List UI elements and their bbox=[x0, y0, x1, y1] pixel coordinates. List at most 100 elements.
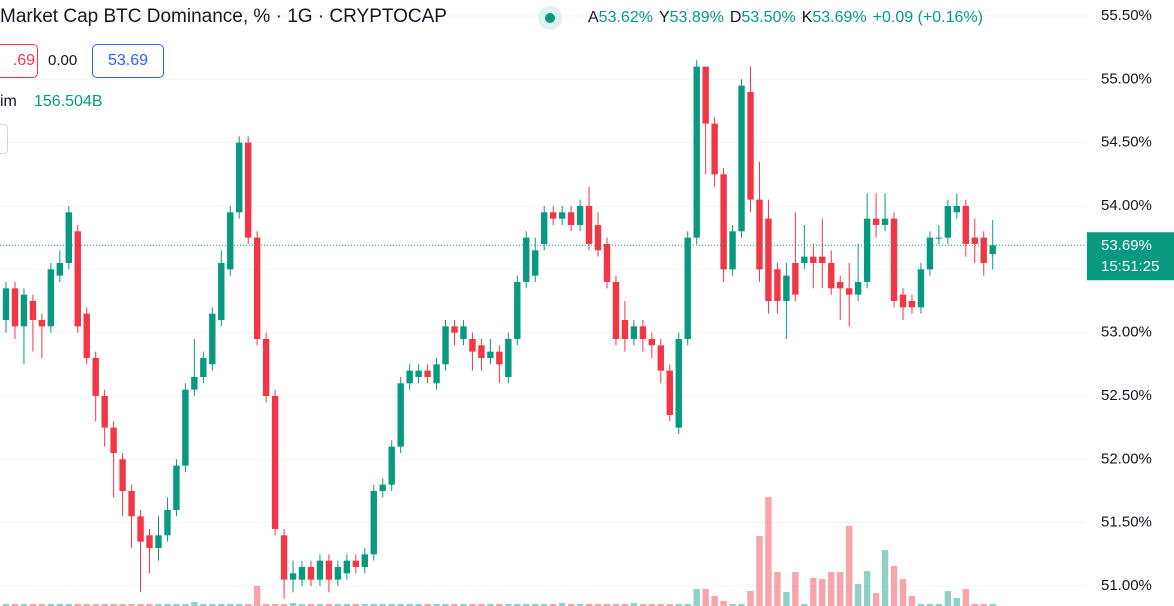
candle-body bbox=[460, 326, 467, 339]
volume-bar bbox=[262, 604, 270, 606]
candle-body bbox=[442, 326, 449, 365]
volume-bar bbox=[549, 604, 557, 606]
candle-body bbox=[612, 281, 620, 339]
volume-bar bbox=[289, 603, 297, 606]
volume-bar bbox=[980, 604, 987, 606]
candle-body bbox=[720, 174, 727, 270]
volume-bar bbox=[783, 592, 790, 606]
volume-bar bbox=[173, 604, 180, 606]
countdown-label: 15:51:25 bbox=[1101, 258, 1159, 275]
candle-body bbox=[298, 566, 306, 580]
candle-body bbox=[56, 262, 64, 276]
candle-body bbox=[944, 205, 952, 238]
candle-body bbox=[262, 338, 270, 396]
volume-bar bbox=[603, 604, 611, 606]
volume-bar bbox=[280, 604, 288, 606]
candle-body bbox=[567, 212, 575, 225]
candle-body bbox=[487, 351, 494, 358]
candle-body bbox=[863, 218, 871, 282]
volume-bar bbox=[532, 604, 539, 606]
candle-body bbox=[209, 313, 216, 365]
y-tick-label: 53.00% bbox=[1101, 324, 1152, 341]
candle-body bbox=[585, 205, 593, 244]
volume-bar bbox=[227, 604, 234, 606]
volume-bar bbox=[621, 604, 629, 606]
volume-bar bbox=[630, 603, 638, 606]
candle-body bbox=[890, 218, 898, 301]
volume-bar bbox=[388, 604, 395, 606]
candle-body bbox=[370, 490, 377, 555]
sell-box[interactable]: .69 bbox=[0, 44, 38, 78]
candle-body bbox=[101, 395, 108, 428]
legend-text: D bbox=[729, 9, 742, 26]
candle-body bbox=[693, 66, 700, 238]
volume-bar bbox=[845, 526, 853, 606]
candle-body bbox=[424, 370, 431, 377]
volume-bar bbox=[756, 536, 763, 606]
candle-body bbox=[962, 205, 969, 244]
y-tick-label: 52.00% bbox=[1101, 450, 1152, 467]
volume-bar bbox=[92, 604, 99, 606]
volume-bar bbox=[370, 604, 377, 606]
volume-bar bbox=[765, 497, 772, 606]
volume-bar bbox=[379, 604, 386, 606]
candle-body bbox=[594, 224, 602, 251]
volume-bar bbox=[406, 604, 413, 606]
volume-bar bbox=[209, 604, 216, 606]
volume-bar bbox=[774, 572, 781, 606]
candle-body bbox=[738, 85, 745, 232]
volume-bar bbox=[854, 584, 862, 606]
collapse-button[interactable] bbox=[0, 124, 8, 154]
candle-body bbox=[433, 364, 440, 384]
volume-bar bbox=[747, 591, 754, 606]
candle-body bbox=[173, 465, 180, 510]
candle-body bbox=[971, 237, 978, 244]
volume-bar bbox=[666, 604, 673, 606]
volume-bar bbox=[819, 579, 826, 606]
volume-bar bbox=[316, 604, 324, 606]
volume-bar bbox=[890, 566, 898, 606]
y-tick-label: 52.50% bbox=[1101, 387, 1152, 404]
candle-body bbox=[38, 319, 46, 327]
candle-body bbox=[603, 243, 611, 282]
legend-text: 53.62% bbox=[598, 9, 653, 26]
candle-body bbox=[415, 370, 422, 377]
candle-body bbox=[155, 535, 162, 548]
candle-body bbox=[549, 212, 557, 219]
candle-body bbox=[74, 231, 81, 327]
candle-body bbox=[182, 389, 189, 466]
candle-body bbox=[227, 212, 234, 270]
candle-body bbox=[83, 313, 90, 358]
volume-bar bbox=[514, 604, 521, 606]
legend-text: A bbox=[588, 9, 599, 26]
candle-body bbox=[541, 212, 548, 244]
candle-body bbox=[388, 446, 395, 485]
volume-bar bbox=[47, 604, 55, 606]
candle-body bbox=[334, 566, 342, 580]
candle-body bbox=[289, 573, 297, 580]
candle-body bbox=[146, 535, 153, 548]
candle-body bbox=[218, 262, 225, 320]
volume-bar bbox=[38, 604, 46, 606]
volume-bar bbox=[191, 602, 198, 606]
volume-bar bbox=[110, 604, 117, 606]
buy-box[interactable]: 53.69 bbox=[92, 44, 164, 78]
volume-bar bbox=[146, 604, 153, 606]
candle-body bbox=[280, 535, 288, 580]
volume-bar bbox=[639, 604, 647, 606]
candle-body bbox=[828, 262, 835, 289]
volume-bar bbox=[711, 596, 718, 606]
volume-bar bbox=[415, 604, 422, 606]
volume-bar bbox=[872, 593, 880, 606]
volume-bar bbox=[648, 604, 656, 606]
candle-body bbox=[307, 566, 315, 580]
volume-bar bbox=[307, 604, 315, 606]
candle-body bbox=[621, 319, 629, 339]
volume-bar bbox=[101, 604, 108, 606]
candle-body bbox=[675, 338, 682, 428]
candle-body bbox=[20, 294, 28, 327]
volume-bar bbox=[594, 604, 602, 606]
volume-bar bbox=[65, 604, 72, 606]
candle-body bbox=[854, 281, 862, 295]
